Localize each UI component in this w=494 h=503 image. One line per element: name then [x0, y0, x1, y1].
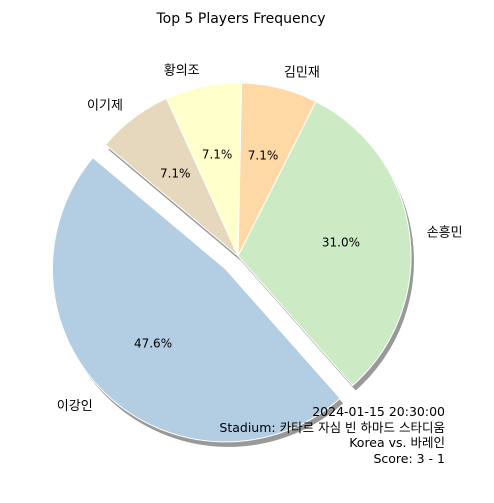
slice-1-percent-label: 47.6%	[134, 336, 172, 350]
slice-5-percent-label: 7.1%	[160, 166, 191, 180]
slice-4-label: 황의조	[164, 64, 200, 79]
slice-4-percent-label: 7.1%	[202, 147, 233, 161]
slices-layer	[51, 82, 414, 447]
slice-1-label: 이강인	[57, 399, 93, 414]
match-datetime: 2024-01-15 20:30:00	[312, 404, 445, 419]
slice-3-percent-label: 7.1%	[248, 148, 279, 162]
slice-5-wedge	[104, 97, 239, 257]
match-score: Score: 3 - 1	[373, 451, 445, 466]
match-info: 2024-01-15 20:30:00 Stadium: 카타르 자심 빈 하마…	[219, 404, 445, 466]
chart-title: Top 5 Players Frequency	[155, 11, 325, 27]
match-teams: Korea vs. 바레인	[349, 435, 445, 450]
slice-2-label: 손흥민	[427, 226, 463, 241]
match-stadium: Stadium: 카타르 자심 빈 하마드 스타디움	[219, 420, 445, 435]
slice-2-wedge	[237, 100, 412, 387]
slice-2-percent-label: 31.0%	[322, 236, 360, 250]
labels-layer: 이강인 47.6% 손흥민 31.0% 김민재 7.1% 황의조 7.1% 이기제 7.1%	[57, 64, 463, 415]
slice-1-wedge	[51, 156, 341, 443]
slice-5-label: 이기제	[87, 98, 123, 113]
slice-3-label: 김민재	[284, 65, 320, 80]
